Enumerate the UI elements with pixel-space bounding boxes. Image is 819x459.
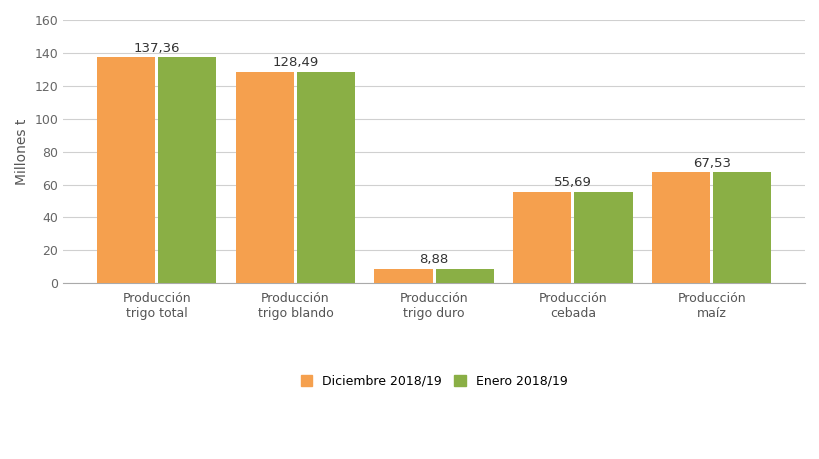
Legend: Diciembre 2018/19, Enero 2018/19: Diciembre 2018/19, Enero 2018/19 [294, 369, 573, 394]
Bar [296, 72, 355, 283]
Text: 137,36: 137,36 [133, 42, 179, 55]
Y-axis label: Millones t: Millones t [15, 118, 29, 185]
Text: 128,49: 128,49 [272, 56, 318, 69]
Bar [573, 192, 631, 283]
Bar [435, 269, 493, 283]
Bar [374, 269, 432, 283]
Bar [513, 192, 571, 283]
Bar [97, 57, 155, 283]
Text: 55,69: 55,69 [554, 176, 591, 189]
Bar [235, 72, 294, 283]
Bar [158, 57, 216, 283]
Text: 8,88: 8,88 [419, 253, 448, 266]
Bar [713, 172, 771, 283]
Bar [651, 172, 709, 283]
Text: 67,53: 67,53 [692, 157, 730, 170]
